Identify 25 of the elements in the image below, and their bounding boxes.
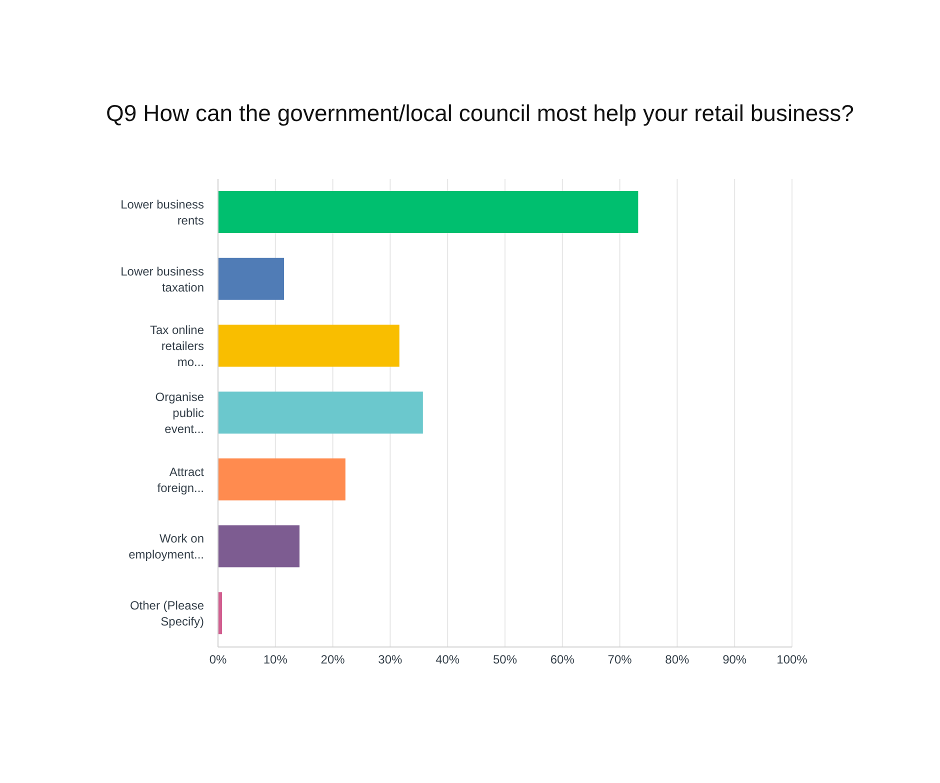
bar [218, 258, 284, 300]
y-tick-label: Lower business taxation [120, 264, 204, 294]
x-tick-label: 90% [722, 652, 747, 667]
y-tick-label: Other (Please Specify) [130, 598, 204, 629]
chart-title: Q9 How can the government/local council most help your retail business? [105, 100, 855, 127]
y-tick-label: Organise public event... [155, 390, 204, 436]
bar [218, 392, 423, 434]
x-tick-label: 80% [665, 652, 690, 667]
x-tick-label: 10% [263, 652, 288, 667]
y-tick-label: Attract foreign... [157, 464, 205, 495]
x-tick-label: 100% [776, 652, 808, 667]
x-tick-label: 30% [378, 652, 403, 667]
y-tick-label: Work on employment... [128, 532, 204, 562]
x-tick-label: 20% [320, 652, 346, 667]
x-tick-label: 0% [209, 652, 227, 667]
x-tick-label: 40% [436, 652, 460, 667]
bar [218, 525, 300, 568]
y-tick-label: Tax online retailers mo... [150, 323, 204, 370]
bar [218, 458, 346, 500]
bar [218, 324, 400, 367]
bar [218, 191, 638, 233]
x-tick-label: 50% [492, 652, 518, 667]
x-tick-label: 60% [550, 652, 575, 667]
y-tick-label: Lower business rents [120, 197, 204, 228]
x-tick-label: 70% [608, 652, 632, 667]
